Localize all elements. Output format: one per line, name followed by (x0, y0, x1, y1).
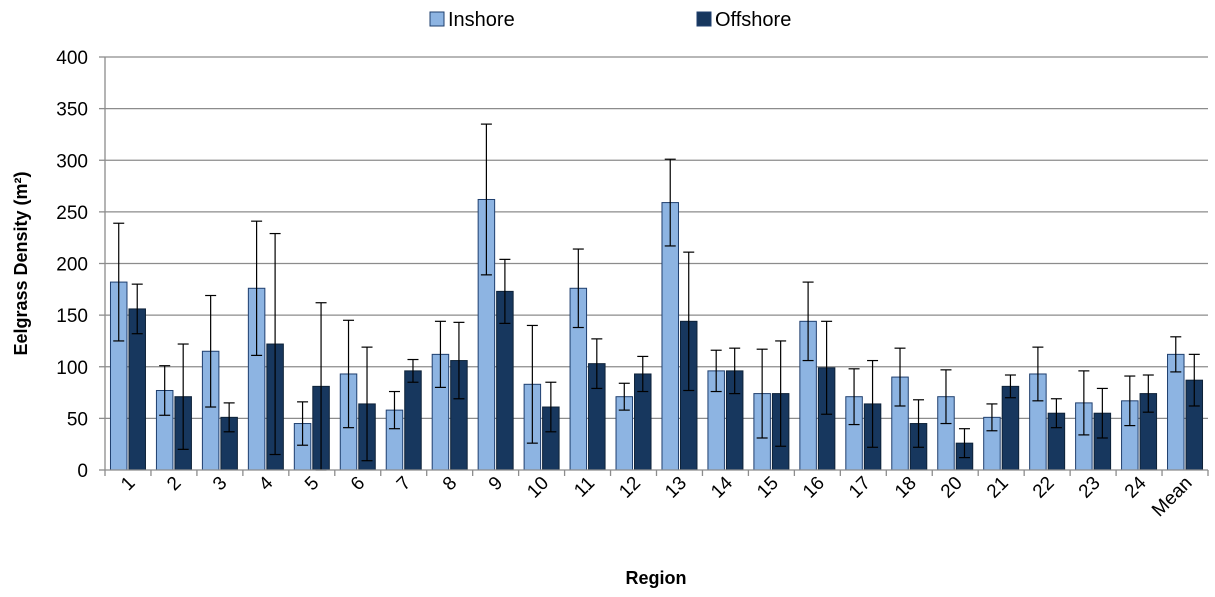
error-bars (113, 123, 1200, 471)
legend-label-inshore: Inshore (448, 9, 515, 31)
legend: Inshore Offshore (429, 9, 791, 31)
x-tick-label: 21 (983, 473, 1013, 503)
bars (109, 198, 1204, 471)
x-tick-label: 14 (707, 472, 737, 502)
legend-swatch-offshore (696, 11, 712, 27)
y-tick-label: 300 (56, 151, 88, 172)
x-tick-label: 2 (163, 473, 185, 495)
x-tick-label: 23 (1075, 473, 1105, 503)
x-tick-label: 11 (570, 473, 599, 502)
x-axis-title: Region (626, 568, 687, 588)
y-tick-label: 200 (56, 255, 88, 276)
legend-swatch-inshore (429, 11, 445, 27)
x-tick-labels: 1 2 3 4 5 6 7 8 9 10 11 12 13 14 15 16 17 18 20 21 22 23 24Mea… (117, 472, 1196, 521)
y-tick-label: 100 (56, 358, 88, 379)
x-tick-label: 10 (523, 473, 553, 503)
x-tick-label: Mean (1148, 473, 1196, 521)
axes (99, 56, 1209, 476)
y-tick-label: 50 (67, 409, 88, 430)
y-axis-title: Eelgrass Density (m²) (11, 171, 31, 355)
x-tick-label: 12 (615, 473, 645, 503)
y-tick-labels: 0 50 100 150 200 250 300 350 400 (56, 48, 88, 482)
x-tick-label: 1 (117, 473, 139, 495)
bar-offshore-7 (404, 370, 422, 471)
x-tick-label: 6 (347, 473, 369, 495)
x-tick-label: 5 (301, 473, 323, 495)
x-tick-label: 7 (393, 473, 415, 495)
x-tick-label: 17 (845, 473, 875, 503)
x-tick-label: 15 (753, 473, 783, 503)
y-tick-label: 0 (77, 461, 88, 482)
x-tick-label: 24 (1121, 472, 1151, 502)
y-tick-label: 150 (56, 306, 88, 327)
x-tick-label: 4 (255, 472, 278, 495)
y-tick-label: 250 (56, 203, 88, 224)
x-tick-label: 22 (1029, 473, 1059, 503)
x-tick-label: 13 (661, 473, 691, 503)
x-tick-label: 8 (439, 473, 461, 495)
y-tick-label: 350 (56, 100, 88, 121)
gridlines (105, 56, 1208, 420)
x-tick-label: 20 (937, 473, 967, 503)
y-tick-label: 400 (56, 48, 88, 69)
x-tick-label: 3 (209, 473, 231, 495)
x-tick-label: 16 (799, 473, 829, 503)
bar-offshore-21 (1001, 385, 1020, 471)
x-tick-label: 18 (891, 473, 921, 503)
x-tick-label: 9 (485, 473, 507, 495)
legend-label-offshore: Offshore (715, 9, 791, 31)
